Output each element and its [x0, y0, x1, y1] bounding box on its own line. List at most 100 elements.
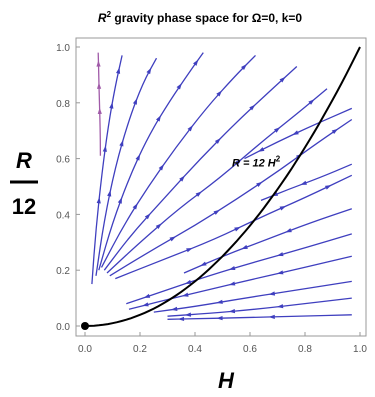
- points: [81, 322, 89, 330]
- chart-title: R2 gravity phase space for Ω=0, k=0: [98, 10, 303, 25]
- stream-line: [95, 57, 158, 276]
- x-tick-label: 1.0: [353, 344, 367, 355]
- stream-arrowhead: [241, 64, 247, 70]
- stream-arrowhead: [97, 107, 102, 115]
- r-equals-12h2-curve: [84, 46, 361, 327]
- stream-arrowhead: [97, 82, 102, 89]
- stream-line: [115, 174, 353, 280]
- stream-arrowhead: [200, 261, 207, 267]
- stream-arrowhead: [228, 309, 236, 314]
- stream-arrowhead: [132, 203, 138, 210]
- stream-arrowhead: [268, 314, 275, 319]
- stream-arrowhead: [234, 226, 241, 232]
- stream-arrowhead: [96, 196, 101, 204]
- stream-line: [167, 297, 352, 317]
- y-tick-label: 0.8: [56, 99, 70, 110]
- stream-line: [244, 107, 353, 160]
- stream-arrowhead: [324, 184, 332, 190]
- x-axis-label: H: [218, 368, 235, 393]
- stream-arrowhead: [107, 190, 112, 197]
- stream-arrowhead: [156, 115, 162, 122]
- stream-arrowhead: [241, 244, 248, 250]
- stream-arrowhead: [179, 175, 185, 182]
- stream-line: [106, 88, 328, 274]
- stream-arrowhead: [195, 191, 202, 197]
- stream-arrowhead: [235, 159, 242, 165]
- stream-arrowhead: [184, 279, 192, 284]
- curve-annotation-sup: 2: [276, 155, 281, 164]
- stream-arrowhead: [187, 125, 194, 132]
- stream-line: [126, 233, 352, 305]
- stream-arrowhead: [186, 247, 193, 253]
- stream-arrowhead: [142, 302, 149, 307]
- stream-arrowhead: [170, 306, 178, 311]
- stream-line: [128, 255, 352, 310]
- stream-arrowhead: [102, 145, 107, 152]
- stream-arrowhead: [169, 236, 177, 242]
- stream-arrowhead: [155, 223, 162, 229]
- y-axis-label-bottom: 12: [12, 194, 36, 219]
- stream-arrowhead: [256, 181, 263, 188]
- x-tick-label: 0.2: [133, 344, 147, 355]
- stream-arrowhead: [176, 83, 182, 90]
- y-axis-label-top: R: [16, 148, 32, 173]
- chart-title-rest: gravity phase space for Ω=0, k=0: [111, 11, 302, 25]
- y-tick-label: 0.0: [56, 322, 70, 333]
- y-axis-label: R 12: [10, 148, 38, 219]
- stream-arrowhead: [228, 281, 236, 286]
- y-axis-ticks: 0.0 0.2 0.4 0.6 0.8 1.0: [56, 43, 80, 333]
- plot-frame: [75, 37, 367, 337]
- stream-line: [97, 52, 102, 156]
- stream-arrowhead: [177, 316, 185, 322]
- stream-arrowhead: [300, 180, 307, 185]
- x-tick-label: 0.4: [188, 344, 202, 355]
- x-axis-ticks: 0.0 0.2 0.4 0.6 0.8 1.0: [78, 332, 367, 355]
- stream-arrowhead: [143, 293, 151, 298]
- curve-annotation-text: R = 12 H: [232, 158, 277, 170]
- stream-line: [260, 163, 353, 202]
- stream-line: [167, 314, 352, 320]
- stream-arrowhead: [216, 90, 223, 97]
- stream-arrowhead: [96, 60, 101, 67]
- stream-arrowhead: [146, 67, 152, 75]
- y-tick-label: 1.0: [56, 43, 70, 54]
- y-tick-label: 0.2: [56, 266, 70, 277]
- stream-line: [91, 55, 123, 285]
- stream-arrowhead: [268, 291, 276, 296]
- x-tick-label: 0.0: [78, 344, 92, 355]
- chart-title-r: R: [98, 11, 107, 25]
- stream-arrowhead: [276, 270, 284, 275]
- stream-arrowhead: [132, 98, 138, 105]
- stream-arrowhead: [117, 197, 122, 204]
- stream-lines: [91, 52, 353, 322]
- x-tick-label: 0.8: [298, 344, 312, 355]
- chart-title-sup: 2: [107, 10, 112, 19]
- stream-arrowhead: [193, 59, 199, 66]
- stream-arrowhead: [116, 67, 121, 74]
- stream-arrowhead: [279, 76, 286, 83]
- stream-arrowhead: [274, 127, 281, 133]
- stream-arrowhead: [331, 128, 339, 135]
- x-tick-label: 0.6: [243, 344, 257, 355]
- curves: [84, 46, 361, 327]
- stream-arrowhead: [184, 312, 192, 317]
- stream-arrowhead: [228, 265, 236, 271]
- stream-arrowhead: [292, 130, 299, 135]
- stream-arrowhead: [109, 102, 114, 109]
- stream-arrowhead: [181, 292, 189, 297]
- stream-arrowhead: [279, 206, 287, 211]
- stream-arrowhead: [144, 213, 151, 220]
- stream-arrowhead: [216, 316, 223, 321]
- y-tick-label: 0.6: [56, 155, 70, 166]
- origin-point: [81, 322, 89, 330]
- stream-arrowhead: [276, 252, 284, 257]
- stream-arrowhead: [285, 228, 292, 233]
- stream-arrowhead: [213, 209, 220, 215]
- stream-arrowhead: [119, 139, 124, 147]
- y-tick-label: 0.4: [56, 210, 70, 221]
- stream-arrowhead: [216, 299, 223, 304]
- stream-arrowhead: [214, 137, 221, 144]
- stream-arrowhead: [276, 304, 284, 309]
- stream-line: [153, 280, 352, 313]
